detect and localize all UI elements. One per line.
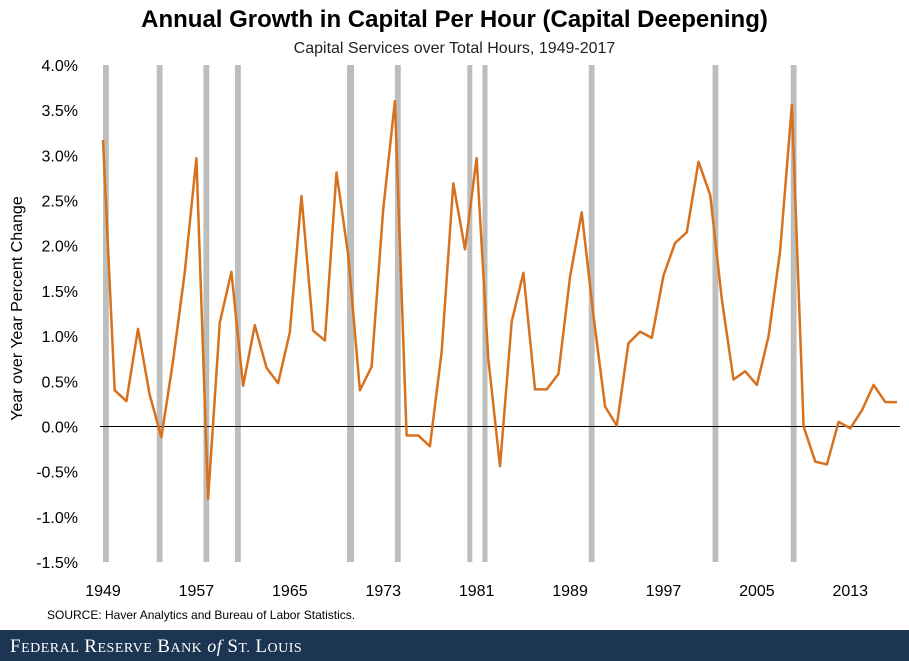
- recession-bar: [203, 65, 210, 562]
- chart-title: Annual Growth in Capital Per Hour (Capit…: [141, 6, 768, 33]
- recession-bar: [103, 65, 109, 562]
- y-axis-label: Year over Year Percent Change: [9, 196, 26, 421]
- footer-bar: FEDERAL RESERVE BANK of ST. LOUIS: [0, 630, 909, 661]
- source-note: SOURCE: Haver Analytics and Bureau of La…: [47, 608, 356, 622]
- x-tick-label: 1957: [179, 583, 215, 600]
- y-tick-label: 0.5%: [42, 374, 78, 391]
- x-tick-label: 1989: [552, 583, 588, 600]
- recession-bar: [394, 65, 401, 562]
- recession-bar: [156, 65, 163, 562]
- y-tick-label: -0.5%: [36, 465, 78, 482]
- y-tick-label: 3.0%: [42, 148, 78, 165]
- x-tick-label: 1949: [85, 583, 121, 600]
- y-tick-label: 0.0%: [42, 419, 78, 436]
- y-tick-label: 2.0%: [42, 239, 78, 256]
- y-tick-label: 2.5%: [42, 194, 78, 211]
- x-tick-label: 1965: [272, 583, 308, 600]
- series-lines: [101, 99, 897, 500]
- recession-bar: [467, 65, 473, 562]
- x-tick-label: 1997: [646, 583, 682, 600]
- recession-bar: [234, 65, 241, 562]
- x-tick-labels: 1949 1957 1965 1973 1981 1989 1997 2005 2013: [85, 583, 868, 600]
- y-tick-label: 1.5%: [42, 284, 78, 301]
- y-tick-labels: 4.0% 3.5% 3.0% 2.5% 2.0% 1.5% 1.0% 0.5% 0.0% -0.5…: [36, 58, 78, 572]
- footer-logo-text: FEDERAL RESERVE BANK of ST. LOUIS: [10, 636, 303, 657]
- chart-plot: 4.0% 3.5% 3.0% 2.5% 2.0% 1.5% 1.0% 0.5% 0.0% -0.5…: [9, 58, 900, 600]
- x-tick-label: 1981: [459, 583, 495, 600]
- recession-bar: [790, 65, 797, 562]
- recession-bar: [588, 65, 595, 562]
- x-tick-label: 2013: [832, 583, 868, 600]
- recession-bar: [712, 65, 719, 562]
- x-tick-label: 1973: [365, 583, 401, 600]
- y-tick-label: -1.0%: [36, 510, 78, 527]
- series-line: [101, 99, 897, 500]
- y-tick-label: 1.0%: [42, 329, 78, 346]
- y-tick-label: -1.5%: [36, 555, 78, 572]
- chart-subtitle: Capital Services over Total Hours, 1949-…: [293, 40, 616, 57]
- y-tick-label: 3.5%: [42, 103, 78, 120]
- y-tick-label: 4.0%: [42, 58, 78, 75]
- recession-bar: [347, 65, 355, 562]
- x-tick-label: 2005: [739, 583, 775, 600]
- recession-bars: [103, 65, 797, 562]
